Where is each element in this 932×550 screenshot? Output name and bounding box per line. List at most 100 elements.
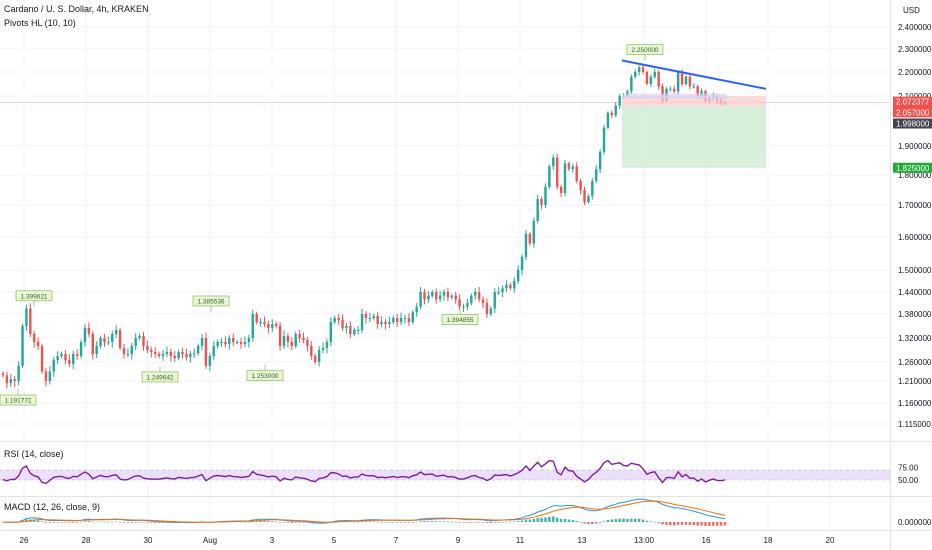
candle-down: [680, 72, 684, 84]
macd-axis-label: 0.000000: [898, 518, 932, 527]
macd-histogram-bar: [719, 522, 723, 526]
candle-up: [614, 105, 617, 116]
candle-up: [466, 303, 469, 307]
candle-up: [438, 295, 442, 300]
macd-histogram-bar: [274, 521, 278, 523]
candle-up: [333, 318, 336, 322]
candle-down: [454, 295, 457, 300]
candle-up: [228, 338, 231, 344]
macd-histogram-bar: [559, 518, 563, 522]
candle-up: [399, 318, 403, 322]
candle-down: [150, 350, 153, 352]
stop-zone: [622, 96, 766, 107]
candle-down: [641, 67, 645, 72]
candle-down: [559, 187, 563, 193]
candle-up: [595, 169, 598, 181]
macd-histogram-bar: [302, 522, 305, 523]
candle-up: [431, 292, 434, 296]
time-axis-label: 13:00: [634, 536, 655, 545]
macd-histogram-bar: [271, 521, 274, 522]
candle-up: [79, 342, 83, 356]
macd-histogram-bar: [146, 522, 149, 523]
candle-up: [442, 292, 446, 296]
macd-histogram-bar: [563, 518, 567, 522]
macd-histogram-bar: [83, 521, 87, 522]
macd-histogram-bar: [641, 519, 645, 522]
price-axis-label: 1.260000: [898, 358, 932, 367]
candle-down: [169, 352, 173, 356]
pivot-label: 1.385536: [197, 298, 224, 305]
candle-up: [126, 354, 130, 355]
candle-down: [44, 371, 48, 381]
macd-histogram-bar: [33, 519, 36, 522]
candle-up: [470, 295, 473, 303]
macd-histogram-bar: [142, 522, 145, 523]
macd-histogram-bar: [676, 522, 680, 525]
macd-histogram-bar: [680, 522, 684, 525]
candle-down: [567, 163, 571, 170]
candle-up: [368, 318, 372, 319]
macd-histogram-bar: [399, 522, 403, 523]
candle-up: [536, 199, 539, 221]
macd-histogram-bar: [431, 520, 434, 522]
macd-histogram-bar: [247, 521, 251, 523]
macd-histogram-bar: [411, 521, 414, 523]
candle-down: [278, 326, 282, 346]
candle-up: [489, 308, 493, 314]
candle-up: [501, 288, 504, 292]
macd-histogram-bar: [462, 522, 465, 523]
pivot-label: 1.253000: [251, 373, 278, 380]
candle-down: [286, 336, 290, 342]
candle-up: [56, 356, 59, 360]
macd-histogram-bar: [126, 522, 130, 523]
candle-down: [446, 292, 450, 298]
candle-up: [317, 350, 321, 362]
time-axis-label: 7: [394, 536, 399, 545]
price-tag: [893, 162, 932, 173]
time-axis-label: 30: [144, 536, 153, 545]
macd-histogram-bar: [715, 522, 719, 526]
pivot-label: 1.394855: [446, 317, 473, 324]
candle-down: [64, 354, 67, 360]
macd-histogram-bar: [528, 519, 532, 522]
macd-histogram-bar: [60, 522, 63, 523]
macd-histogram-bar: [294, 522, 297, 523]
candle-up: [107, 342, 110, 343]
candle-down: [157, 354, 161, 356]
candle-down: [274, 324, 278, 326]
price-axis-label: 1.500000: [898, 266, 932, 275]
candle-up: [653, 72, 656, 77]
candle-up: [388, 322, 391, 324]
candle-down: [1, 373, 5, 376]
time-axis-label: 13: [578, 536, 587, 545]
candle-down: [118, 330, 122, 348]
macd-histogram-bar: [587, 522, 590, 525]
macd-histogram-bar: [466, 522, 469, 523]
candle-up: [251, 314, 254, 338]
macd-histogram-bar: [645, 520, 649, 522]
currency-label: USD: [903, 6, 920, 15]
candle-up: [419, 292, 422, 307]
candle-up: [95, 346, 98, 354]
macd-histogram-bar: [505, 521, 508, 523]
macd-legend[interactable]: MACD (12, 26, close, 9): [4, 502, 101, 512]
macd-histogram-bar: [696, 522, 699, 526]
candle-down: [153, 352, 157, 354]
macd-histogram-bar: [56, 522, 59, 523]
macd-histogram-bar: [579, 522, 582, 523]
pivots-legend[interactable]: Pivots HL (10, 10): [4, 18, 76, 28]
rsi-line: [2, 459, 726, 485]
macd-histogram-bar: [630, 518, 633, 522]
candle-up: [497, 292, 500, 293]
candle-down: [341, 320, 344, 328]
candle-down: [36, 342, 40, 346]
macd-histogram-bar: [637, 518, 641, 522]
candle-up: [235, 342, 239, 343]
rsi-legend[interactable]: RSI (14, close): [4, 449, 64, 459]
macd-histogram-bar: [153, 522, 157, 523]
candle-up: [637, 67, 641, 72]
macd-histogram-bar: [591, 522, 594, 524]
candle-down: [181, 352, 184, 354]
candle-up: [360, 314, 364, 330]
